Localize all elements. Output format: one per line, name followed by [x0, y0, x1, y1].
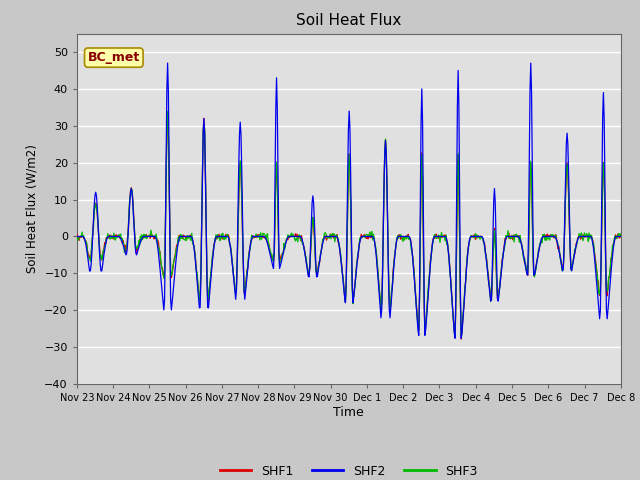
- Text: BC_met: BC_met: [88, 51, 140, 64]
- Title: Soil Heat Flux: Soil Heat Flux: [296, 13, 401, 28]
- Y-axis label: Soil Heat Flux (W/m2): Soil Heat Flux (W/m2): [26, 144, 38, 273]
- X-axis label: Time: Time: [333, 406, 364, 419]
- Legend: SHF1, SHF2, SHF3: SHF1, SHF2, SHF3: [214, 460, 483, 480]
